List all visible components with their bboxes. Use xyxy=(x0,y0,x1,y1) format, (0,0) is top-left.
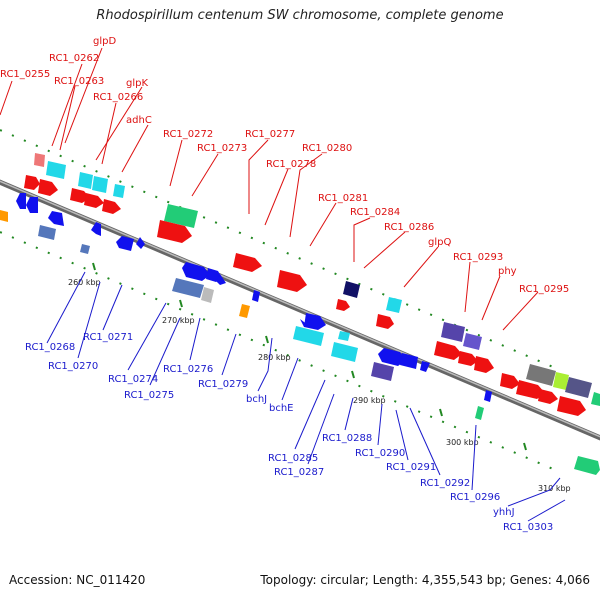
gene-feature xyxy=(164,204,198,228)
gene-label: bchE xyxy=(269,403,294,414)
scale-ticks: 260 kbp 270 kbp 280 kbp 290 kbp 300 kbp … xyxy=(68,278,571,493)
gene-label: glpK xyxy=(126,78,148,89)
gene-label: RC1_0292 xyxy=(420,478,470,489)
gene-label: RC1_0276 xyxy=(163,364,213,375)
top-leader-lines xyxy=(0,47,539,331)
gene-feature xyxy=(92,176,108,193)
gene-label: RC1_0285 xyxy=(268,453,318,464)
gene-label: glpD xyxy=(93,36,116,47)
gene-label: RC1_0275 xyxy=(124,390,174,401)
gene-label: RC1_0295 xyxy=(519,284,569,295)
gene-feature xyxy=(113,184,125,198)
gene-label: RC1_0293 xyxy=(453,252,503,263)
top-gene-labels: RC1_0255 glpD RC1_0262 RC1_0263 glpK RC1… xyxy=(0,36,569,295)
gene-label: RC1_0286 xyxy=(384,222,434,233)
gene-label: RC1_0274 xyxy=(108,374,158,385)
gene-feature xyxy=(565,377,592,398)
scale-tick-label: 260 kbp xyxy=(68,278,101,287)
gene-label: bchJ xyxy=(246,394,267,405)
gene-label: phy xyxy=(498,266,517,277)
top-strand-genes xyxy=(34,153,600,406)
scale-tick-label: 270 kbp xyxy=(162,316,195,325)
gene-label: RC1_0270 xyxy=(48,361,98,372)
gene-feature xyxy=(591,392,600,406)
gene-label: RC1_0291 xyxy=(386,462,436,473)
gene-label: RC1_0272 xyxy=(163,129,213,140)
gene-label: RC1_0303 xyxy=(503,522,553,533)
gene-label: RC1_0278 xyxy=(266,159,316,170)
map-title: Rhodospirillum centenum SW chromosome, c… xyxy=(96,8,504,23)
gene-feature xyxy=(34,153,45,167)
bottom-gene-labels: RC1_0268 RC1_0270 RC1_0271 RC1_0274 RC1_… xyxy=(25,332,553,533)
gene-label: glpQ xyxy=(428,237,451,248)
forward-genes xyxy=(24,175,586,416)
gene-label: RC1_0288 xyxy=(322,433,372,444)
track-ticks xyxy=(92,262,527,451)
gene-feature xyxy=(343,281,360,298)
gene-label: RC1_0284 xyxy=(350,207,400,218)
gene-label: RC1_0290 xyxy=(355,448,405,459)
chromosome-backbone xyxy=(0,179,600,441)
accession-label: Accession: NC_011420 xyxy=(9,573,146,587)
scale-tick-label: 280 kbp xyxy=(258,353,291,362)
scale-tick-label: 300 kbp xyxy=(446,438,479,447)
bottom-leader-lines xyxy=(46,271,566,522)
gene-label: RC1_0273 xyxy=(197,143,247,154)
scale-tick-label: 310 kbp xyxy=(538,484,571,493)
gene-label: RC1_0271 xyxy=(83,332,133,343)
dotted-track xyxy=(0,129,561,473)
gene-label: RC1_0255 xyxy=(0,69,50,80)
gene-label: RC1_0279 xyxy=(198,379,248,390)
scale-tick-label: 290 kbp xyxy=(353,396,386,405)
gene-feature xyxy=(553,372,569,390)
gene-feature xyxy=(526,364,556,386)
gene-label: RC1_0268 xyxy=(25,342,75,353)
gene-label: RC1_0277 xyxy=(245,129,295,140)
gene-label: RC1_0281 xyxy=(318,193,368,204)
gene-label: yhhJ xyxy=(493,507,515,518)
gene-label: RC1_0262 xyxy=(49,53,99,64)
gene-feature xyxy=(463,333,482,350)
gene-label: RC1_0287 xyxy=(274,467,324,478)
gene-feature xyxy=(441,322,465,342)
topology-label: Topology: circular; Length: 4,355,543 bp… xyxy=(260,573,590,587)
gene-feature xyxy=(386,297,402,313)
gene-feature xyxy=(46,161,66,179)
gene-label: RC1_0263 xyxy=(54,76,104,87)
gene-label: RC1_0280 xyxy=(302,143,352,154)
reverse-genes xyxy=(0,193,600,475)
gene-label: RC1_0266 xyxy=(93,92,143,103)
gene-feature xyxy=(78,172,93,189)
gene-label: adhC xyxy=(126,115,152,126)
gene-label: RC1_0296 xyxy=(450,492,500,503)
